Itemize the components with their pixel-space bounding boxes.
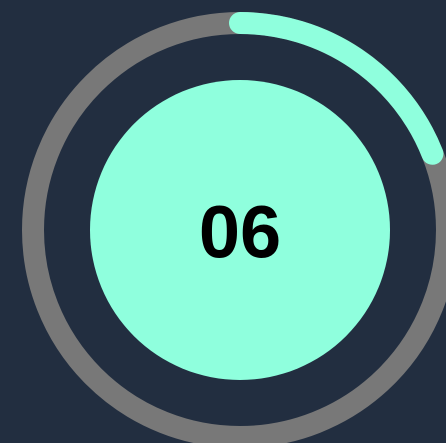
- progress-arc: [229, 12, 444, 165]
- timer-face: [90, 80, 390, 380]
- timer-value: 06: [199, 191, 281, 274]
